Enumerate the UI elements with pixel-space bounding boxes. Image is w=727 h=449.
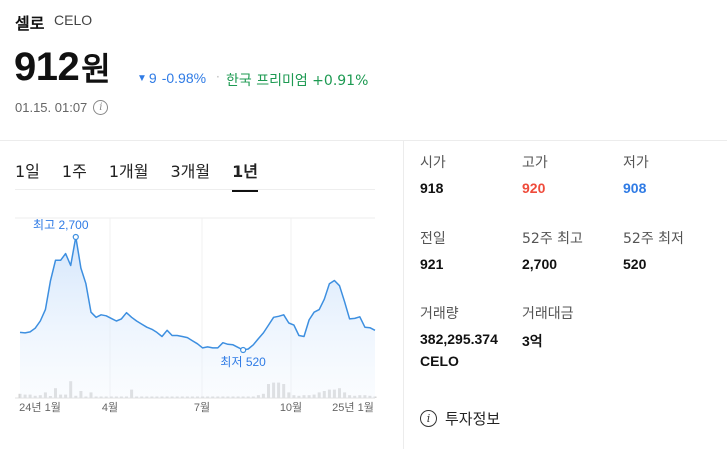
stat-52w-low: 52주 최저 520	[623, 228, 727, 272]
x-tick-label: 10월	[280, 401, 302, 414]
korea-premium: 한국 프리미엄 +0.91%	[226, 73, 369, 89]
x-tick-label: 25년 1월	[332, 401, 374, 414]
stat-volume-unit: CELO	[420, 353, 459, 369]
stat-value: 918	[420, 180, 444, 196]
down-triangle-icon: ▼	[137, 72, 147, 84]
tab-1-year[interactable]: 1년	[232, 158, 258, 192]
stat-value: 908	[623, 180, 647, 196]
column-divider	[403, 140, 404, 449]
stat-value: 2,700	[522, 256, 558, 272]
period-tabs: 1일 1주 1개월 3개월 1년	[15, 158, 280, 192]
timestamp: 01.15. 01:07	[15, 100, 88, 115]
price-line	[19, 236, 376, 351]
coin-name: 셀로	[15, 14, 45, 33]
stat-value: 921	[420, 256, 444, 272]
change-value: 9	[148, 70, 157, 86]
stat-label: 시가	[420, 155, 446, 171]
stat-label: 고가	[522, 155, 548, 171]
change-percent: -0.98%	[161, 70, 207, 86]
stat-prev-close: 전일 921	[420, 228, 530, 272]
stat-label: 저가	[623, 155, 649, 171]
stat-low: 저가 908	[623, 152, 727, 196]
price-unit: 원	[81, 50, 111, 88]
stat-value: 920	[522, 180, 546, 196]
tab-1-month[interactable]: 1개월	[108, 162, 149, 181]
stat-label: 전일	[420, 231, 446, 247]
x-tick-label: 24년 1월	[19, 401, 61, 414]
low-label: 최저 520	[220, 355, 266, 369]
stat-value: 382,295.374	[420, 331, 498, 347]
stat-volume: 거래량 382,295.374 CELO	[420, 303, 530, 369]
stat-52w-high: 52주 최고 2,700	[522, 228, 632, 272]
tab-1-day[interactable]: 1일	[15, 162, 40, 181]
stat-label: 거래량	[420, 306, 459, 322]
stat-label: 거래대금	[522, 306, 574, 322]
price-change: ▼ 9 -0.98%	[137, 70, 206, 86]
price-display: 912 원	[14, 44, 111, 90]
separator-dot: ·	[216, 70, 220, 84]
stat-open: 시가 918	[420, 152, 530, 196]
investment-info-label: 투자정보	[445, 410, 501, 428]
x-tick-label: 7월	[194, 401, 210, 414]
info-icon: i	[420, 410, 437, 427]
stat-value: 3억	[522, 333, 543, 349]
tab-3-months[interactable]: 3개월	[170, 162, 211, 181]
current-price: 912	[14, 45, 80, 89]
stat-label: 52주 최고	[522, 231, 583, 247]
high-label: 최고 2,700	[33, 218, 89, 232]
section-divider	[0, 140, 727, 141]
price-chart[interactable]: 최고 2,700 최저 520 24년 1월 4월 7월 10월 25년 1월	[15, 200, 385, 420]
x-tick-label: 4월	[102, 401, 118, 414]
x-axis-ticks: 24년 1월 4월 7월 10월 25년 1월	[19, 401, 374, 414]
price-area-fill	[20, 237, 375, 398]
stat-high: 고가 920	[522, 152, 632, 196]
low-marker	[240, 346, 247, 354]
info-icon[interactable]: i	[93, 100, 109, 115]
coin-ticker: CELO	[54, 12, 93, 28]
stat-value: 520	[623, 256, 647, 272]
tab-1-week[interactable]: 1주	[61, 162, 87, 181]
tabs-underline	[15, 189, 375, 190]
investment-info-link[interactable]: i 투자정보	[420, 408, 500, 429]
stat-trade-amount: 거래대금 3억	[522, 303, 632, 351]
timestamp-row: 01.15. 01:07 i	[15, 100, 109, 115]
stat-label: 52주 최저	[623, 231, 684, 247]
high-marker	[72, 233, 79, 241]
